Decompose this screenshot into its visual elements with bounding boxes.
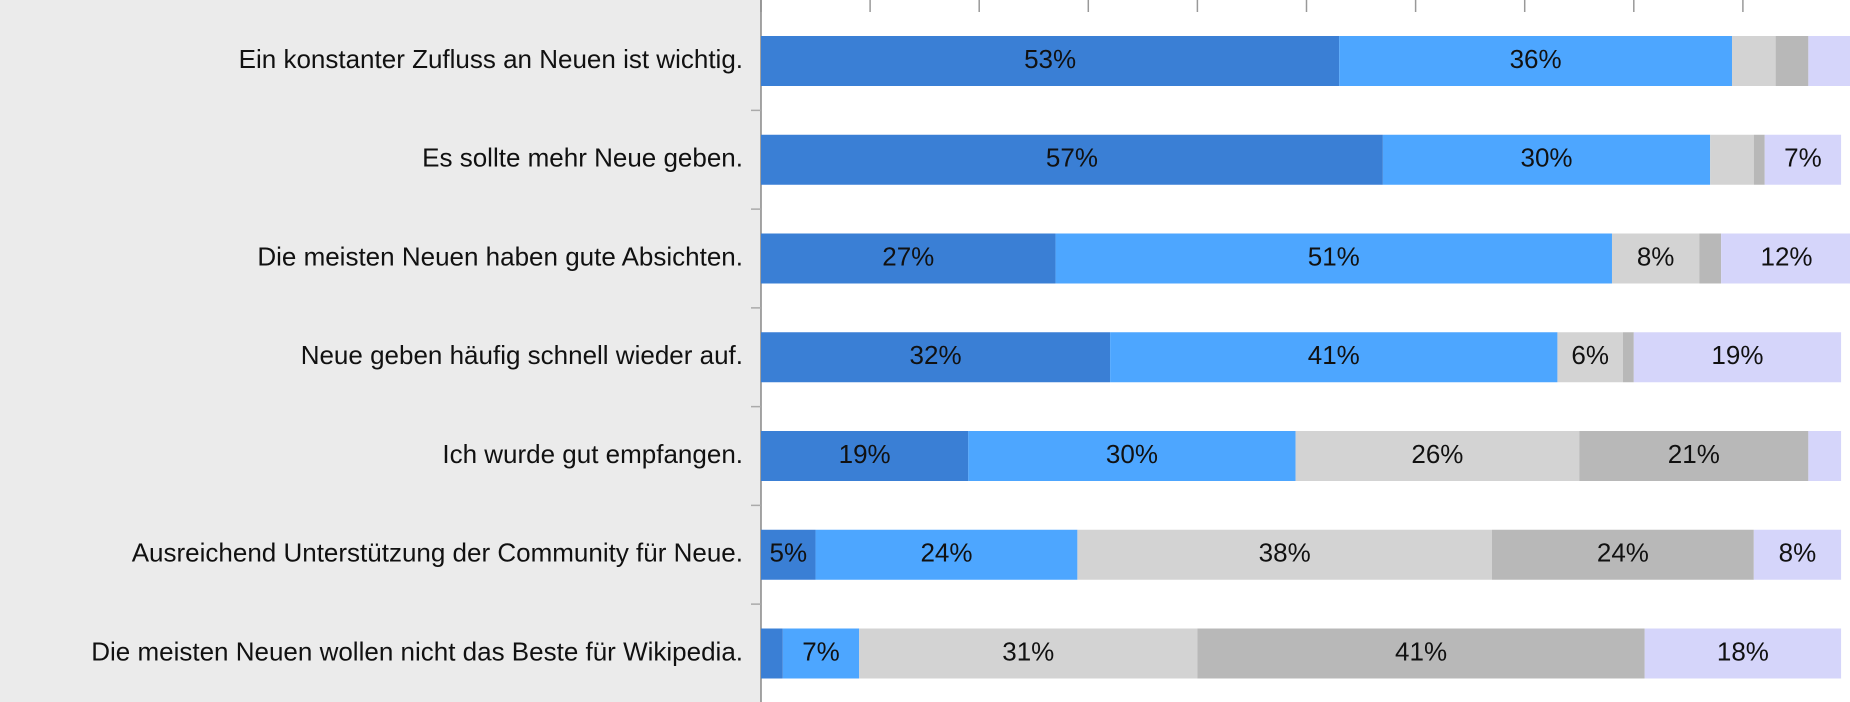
- data-label: 7%: [802, 636, 840, 666]
- data-label: 32%: [910, 340, 962, 370]
- bar-segment: [1699, 233, 1722, 284]
- bar-segment: [761, 36, 1340, 86]
- bar-segment: [1579, 431, 1809, 481]
- data-label: 12%: [1761, 241, 1813, 271]
- data-label: 7%: [1784, 143, 1822, 173]
- bar-segment: [1295, 431, 1580, 481]
- category-label: Ein konstanter Zufluss an Neuen ist wich…: [239, 44, 743, 74]
- category-label: Neue geben häufig schnell wieder auf.: [301, 340, 743, 370]
- data-label: 21%: [1668, 439, 1720, 469]
- category-label: Ich wurde gut empfangen.: [442, 439, 743, 469]
- bar-segment: [1764, 134, 1842, 185]
- data-label: 26%: [1411, 439, 1463, 469]
- data-label: 57%: [1046, 143, 1098, 173]
- data-label: 24%: [920, 538, 972, 568]
- bar-segment: [1710, 134, 1754, 185]
- bar-segment: [761, 233, 1056, 284]
- bar-segment: [1731, 36, 1776, 86]
- bar-segment: [968, 431, 1296, 481]
- bar-segment: [1339, 36, 1732, 86]
- bar-segment: [1110, 332, 1558, 383]
- bar-segment: [782, 628, 860, 679]
- category-label: Es sollte mehr Neue geben.: [422, 143, 743, 173]
- data-label: 53%: [1024, 44, 1076, 74]
- data-label: 41%: [1308, 340, 1360, 370]
- bar-segment: [1775, 36, 1809, 86]
- bar-segment: [1077, 529, 1492, 580]
- category-label: Die meisten Neuen haben gute Absichten.: [257, 241, 743, 271]
- data-label: 19%: [839, 439, 891, 469]
- bar-segment: [761, 628, 783, 679]
- data-label: 38%: [1259, 538, 1311, 568]
- category-label: Die meisten Neuen wollen nicht das Beste…: [91, 636, 743, 666]
- data-label: 8%: [1779, 538, 1817, 568]
- bar-segment: [761, 332, 1111, 383]
- data-label: 5%: [769, 538, 807, 568]
- data-label: 36%: [1510, 44, 1562, 74]
- bar-segment: [1611, 233, 1700, 284]
- data-label: 24%: [1597, 538, 1649, 568]
- bar-segment: [815, 529, 1078, 580]
- bar-segment: [1721, 233, 1850, 284]
- data-label: 8%: [1637, 241, 1675, 271]
- bar-segment: [1808, 36, 1850, 86]
- data-label: 30%: [1520, 143, 1572, 173]
- data-label: 30%: [1106, 439, 1158, 469]
- label-panel: [0, 0, 761, 702]
- data-label: 51%: [1308, 241, 1360, 271]
- data-label: 31%: [1002, 636, 1054, 666]
- bar-segment: [1055, 233, 1612, 284]
- bar-segment: [1382, 134, 1711, 185]
- bar-segment: [1644, 628, 1842, 679]
- bar-segment: [1753, 134, 1765, 185]
- category-label: Ausreichend Unterstützung der Community …: [132, 538, 743, 568]
- bar-segment: [1808, 431, 1842, 481]
- data-label: 27%: [882, 241, 934, 271]
- bar-segment: [1633, 332, 1842, 383]
- bar-segment: [859, 628, 1198, 679]
- data-label: 19%: [1711, 340, 1763, 370]
- bar-segment: [761, 529, 816, 580]
- data-label: 6%: [1571, 340, 1609, 370]
- bar-segment: [1557, 332, 1623, 383]
- bar-segment: [761, 134, 1383, 185]
- bar-segment: [1622, 332, 1634, 383]
- bar-segment: [1491, 529, 1754, 580]
- bar-segment: [761, 431, 969, 481]
- bar-segment: [1753, 529, 1842, 580]
- bar-segment: [1197, 628, 1645, 679]
- data-label: 41%: [1395, 636, 1447, 666]
- data-label: 18%: [1717, 636, 1769, 666]
